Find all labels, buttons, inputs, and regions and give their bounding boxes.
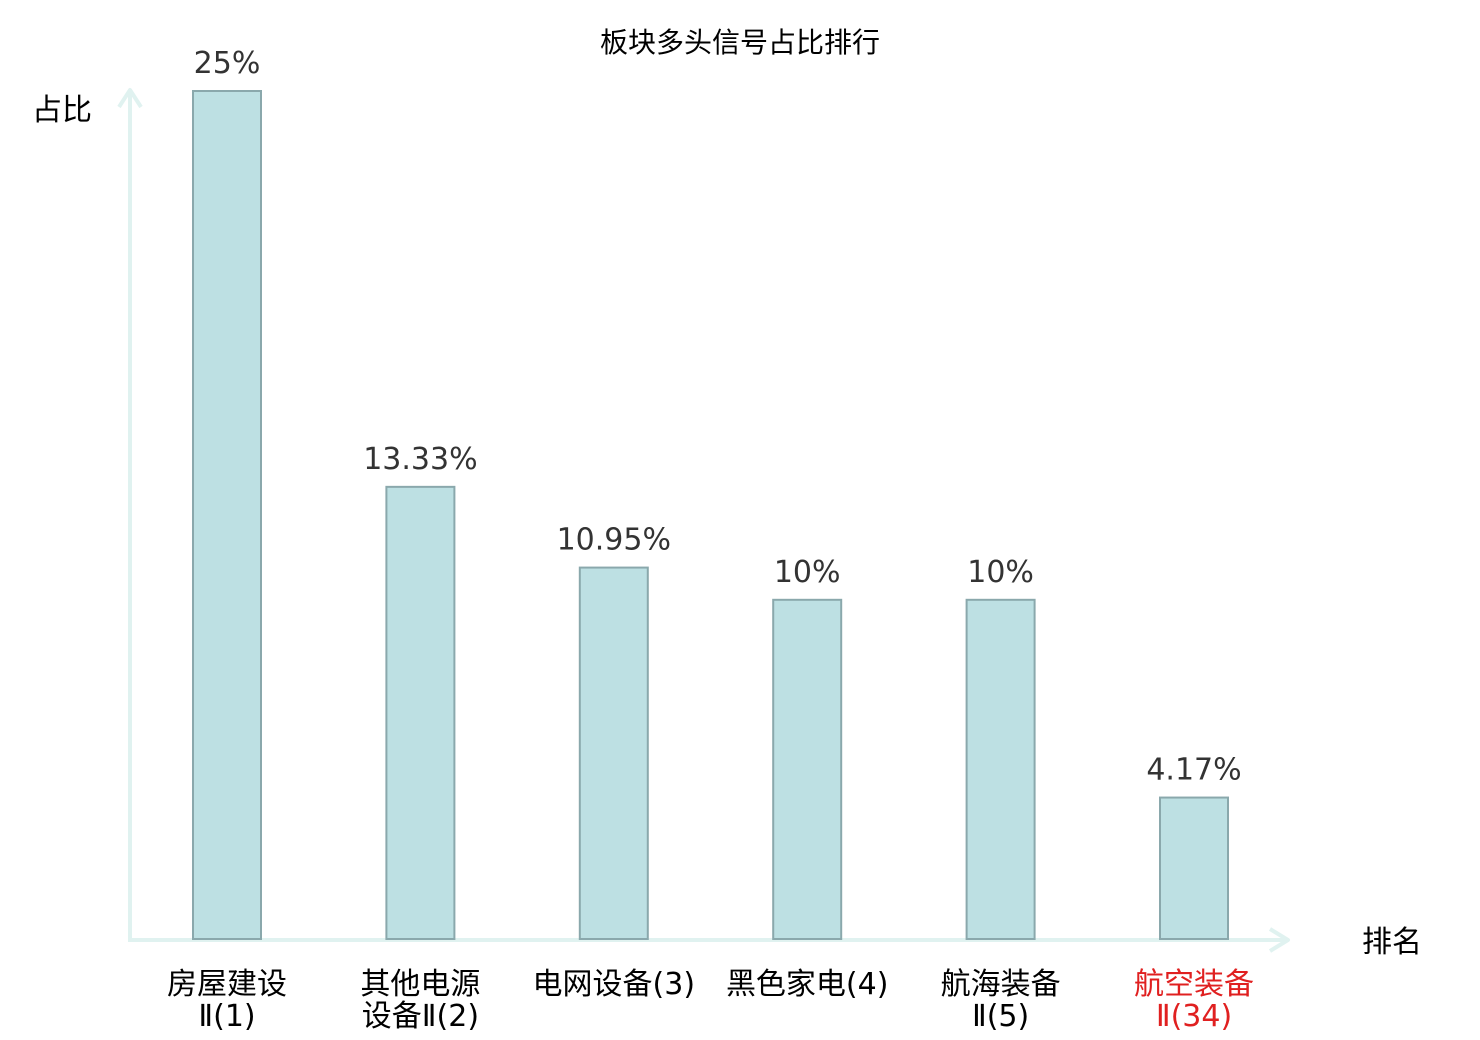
category-label-line: 房屋建设: [167, 967, 287, 1002]
bars-group: 25% 房屋建设 Ⅱ(1) 13.33% 其他电源设备Ⅱ(2) 10.95% 电网设备(3)…: [167, 46, 1254, 1034]
category-label-line: 黑色家电(4): [726, 967, 889, 1002]
y-axis-arrow: [117, 88, 143, 109]
category-label-line: 航空装备: [1134, 967, 1254, 1002]
category-label: 房屋建设 Ⅱ(1): [167, 967, 287, 1034]
chart-title: 板块多头信号占比排行: [600, 26, 880, 59]
y-axis-label: 占比: [32, 93, 92, 128]
bar-value-label: 4.17%: [1146, 753, 1241, 788]
bar-value-label: 25%: [194, 46, 261, 81]
bar: [965, 598, 1036, 940]
bar-value-label: 10%: [967, 555, 1034, 590]
bar: [385, 485, 456, 940]
bar-value-label: 10.95%: [557, 523, 671, 558]
x-axis-label: 排名: [1362, 925, 1422, 960]
category-label: 黑色家电(4): [726, 967, 889, 1002]
category-label-line: 设备Ⅱ(2): [362, 999, 479, 1034]
bar: [772, 598, 843, 940]
bar: [192, 90, 262, 940]
category-label: 电网设备(3): [533, 967, 696, 1002]
bar: [1159, 796, 1229, 940]
x-axis-arrow: [1268, 927, 1290, 953]
bar-value-label: 13.33%: [363, 442, 477, 477]
category-label: 航海装备 Ⅱ(5): [941, 967, 1061, 1034]
category-label-line: Ⅱ(1): [198, 999, 255, 1034]
category-label-line: 航海装备: [941, 967, 1061, 1002]
bar: [578, 566, 649, 940]
category-label-line: 其他电源: [360, 967, 480, 1002]
category-label-line: 电网设备(3): [533, 967, 696, 1002]
category-label-line: Ⅱ(5): [972, 999, 1029, 1034]
bar-value-label: 10%: [774, 555, 841, 590]
category-label: 其他电源设备Ⅱ(2): [360, 967, 480, 1034]
category-label: 航空装备 Ⅱ(34): [1134, 967, 1254, 1034]
category-label-line: Ⅱ(34): [1156, 999, 1232, 1034]
